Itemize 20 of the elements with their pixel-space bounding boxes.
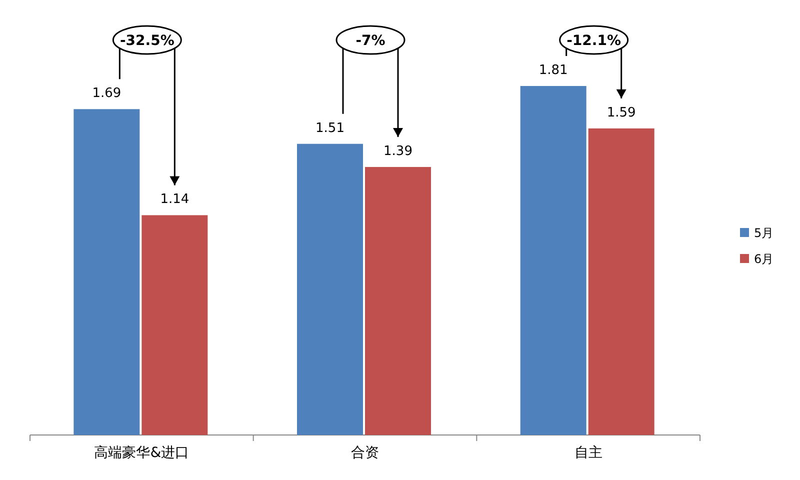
bar (520, 86, 586, 435)
bar (365, 166, 431, 435)
text: -12.1% (566, 33, 622, 49)
data-label: 1.69 (92, 86, 122, 102)
legend-label: 5月 (754, 226, 774, 240)
text: -7% (356, 33, 386, 49)
legend-label: 6月 (754, 252, 774, 266)
x-tick-label: 高端豪华&进口 (94, 445, 190, 461)
x-tick-label: 合资 (351, 445, 379, 461)
data-label: 1.59 (606, 105, 636, 120)
data-label: 1.39 (384, 144, 412, 159)
data-label: 1.81 (538, 63, 568, 78)
bar (74, 109, 140, 435)
bar (588, 128, 654, 435)
data-label: 1.51 (316, 120, 344, 136)
bar (297, 144, 363, 435)
data-label: 1.14 (160, 192, 190, 208)
x-tick-label: 自主 (574, 445, 602, 461)
bar (142, 215, 208, 435)
text: -32.5% (120, 33, 174, 49)
